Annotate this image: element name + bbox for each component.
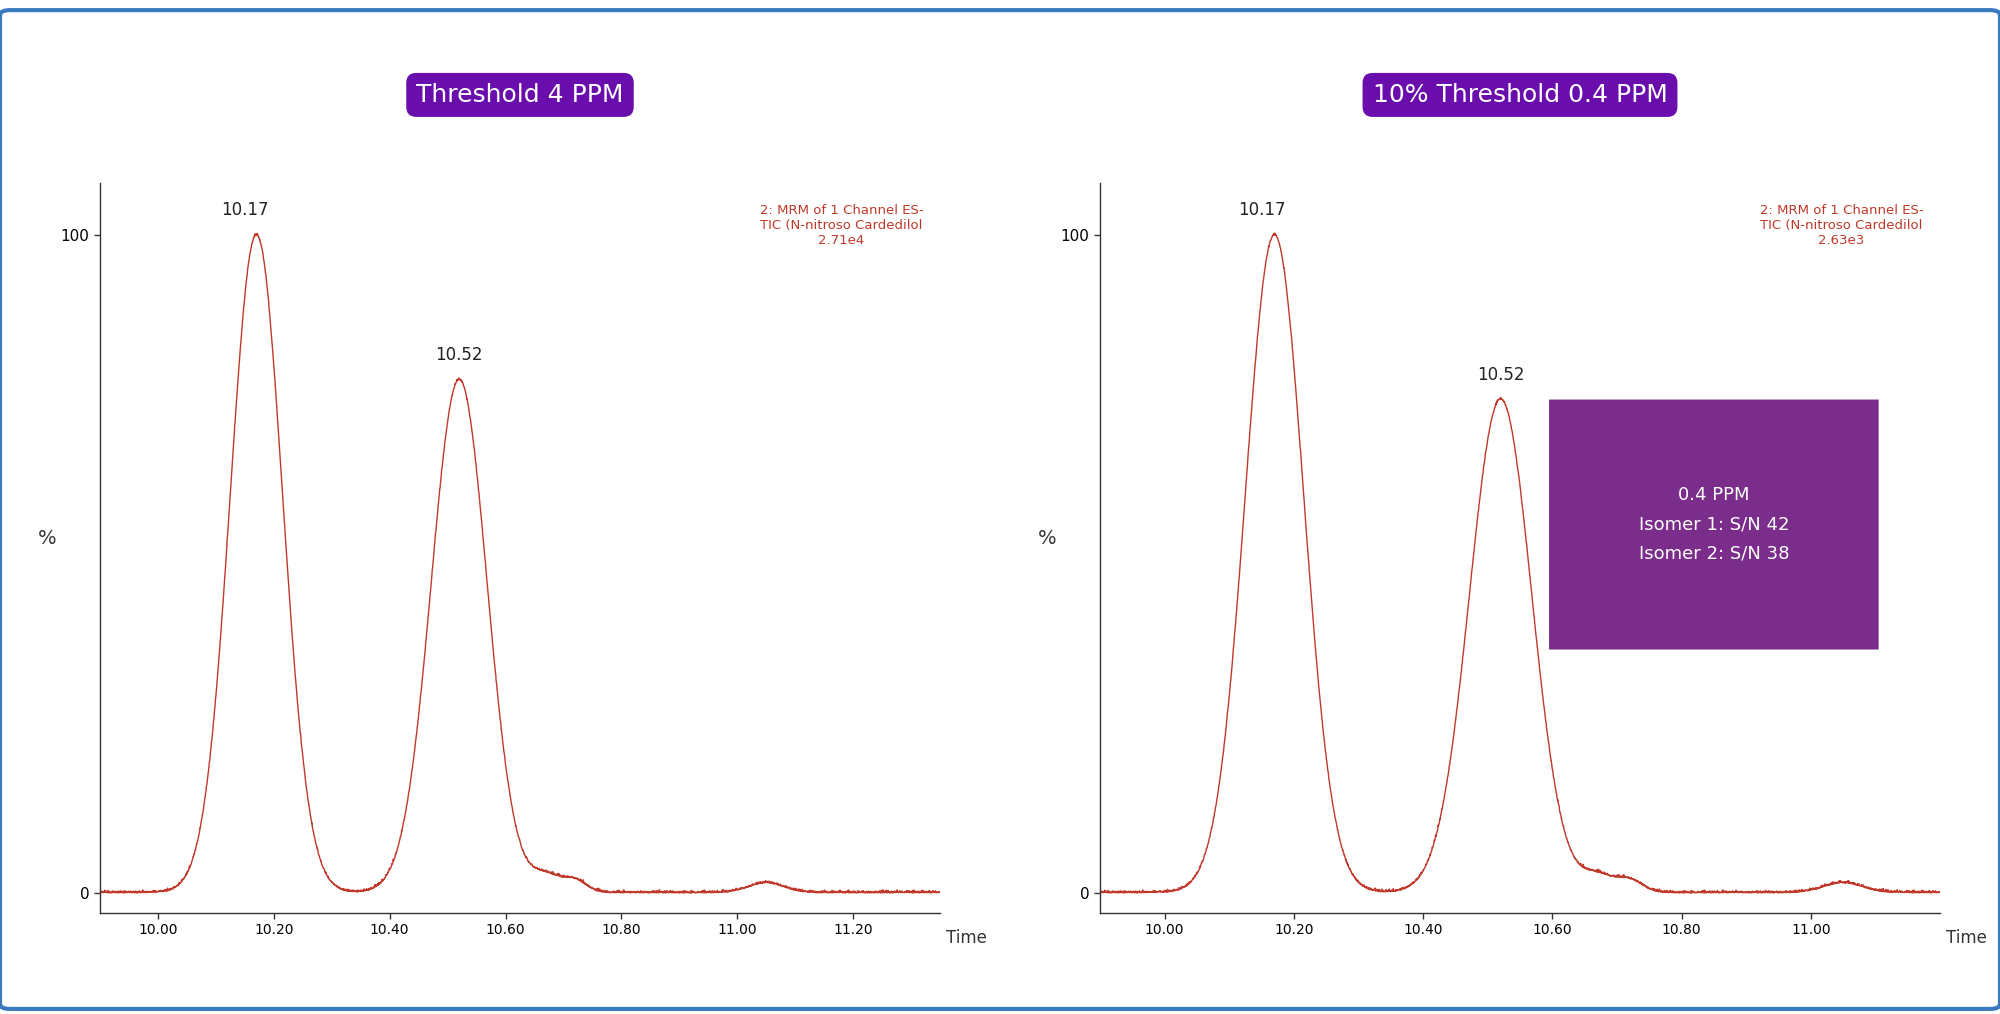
FancyBboxPatch shape: [1550, 400, 1878, 650]
Text: Time: Time: [1946, 929, 1988, 947]
Y-axis label: %: %: [38, 528, 56, 548]
Text: Threshold 4 PPM: Threshold 4 PPM: [416, 83, 624, 106]
Text: 10.17: 10.17: [1238, 202, 1286, 219]
Y-axis label: %: %: [1038, 528, 1056, 548]
Text: 10% Threshold 0.4 PPM: 10% Threshold 0.4 PPM: [1372, 83, 1668, 106]
Text: 10.17: 10.17: [222, 202, 268, 219]
Text: 0.4 PPM
Isomer 1: S/N 42
Isomer 2: S/N 38: 0.4 PPM Isomer 1: S/N 42 Isomer 2: S/N 3…: [1638, 487, 1790, 563]
Text: Time: Time: [946, 929, 986, 947]
Text: 2: MRM of 1 Channel ES-
TIC (N-nitroso Cardedilol
2.63e3: 2: MRM of 1 Channel ES- TIC (N-nitroso C…: [1760, 205, 1924, 247]
Text: 10.52: 10.52: [436, 346, 482, 364]
Text: 10.52: 10.52: [1476, 366, 1524, 384]
Text: 2: MRM of 1 Channel ES-
TIC (N-nitroso Cardedilol
2.71e4: 2: MRM of 1 Channel ES- TIC (N-nitroso C…: [760, 205, 924, 247]
